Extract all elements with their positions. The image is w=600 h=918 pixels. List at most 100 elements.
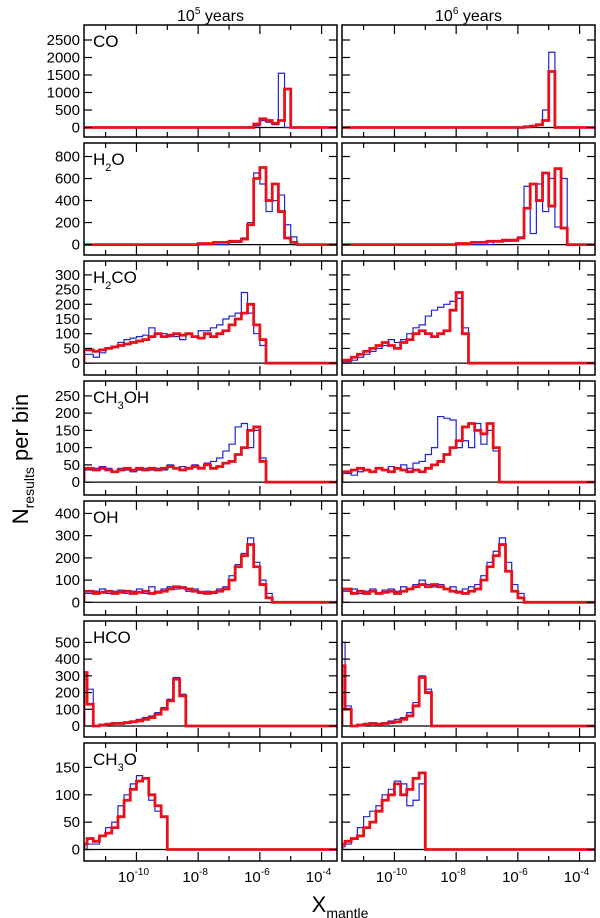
y-tick-label: 0 [72,594,80,611]
panel-h2o-right [341,142,596,256]
y-tick-label: 0 [72,718,80,735]
panel-hco-right [341,620,596,738]
panel-ch3o-left: 0 50 100 150 CH3O 10-10 10-8 10-6 10-4 [55,742,338,886]
red-histogram [84,302,337,365]
y-tick-label: 100 [55,787,80,804]
y-tick-label: 400 [55,651,80,668]
panel-frame [83,24,338,138]
species-label: H2CO [93,268,137,292]
blue-histogram [84,422,337,483]
y-tick-label: 150 [55,759,80,776]
panel-oh-right [341,500,596,616]
y-tick-label: 100 [55,701,80,718]
panel-h2o-left: 0 200 400 600 800 H2O [55,142,338,256]
x-tick-label: 10-8 [440,867,466,886]
species-label: CH3O [93,750,137,774]
y-tick-label: 200 [55,215,80,232]
x-tick-label: 10-4 [306,867,332,886]
blue-histogram [84,775,337,851]
panel-frame [83,742,338,862]
panel-oh-left: 0 100 200 300 400 OH [55,500,338,616]
red-histogram [342,543,595,604]
y-tick-label: 100 [55,326,80,343]
y-tick-label: 0 [72,120,80,137]
y-tick-label: 200 [55,550,80,567]
y-tick-label: 2500 [47,32,80,49]
blue-histogram [84,72,337,129]
blue-histogram [342,177,595,246]
blue-histogram [84,291,337,364]
x-axis-title: Xmantle [312,892,369,918]
red-histogram [342,422,595,484]
panel-frame [341,142,596,256]
y-tick-label: 200 [55,405,80,422]
red-histogram [84,166,337,246]
y-tick-label: 400 [55,193,80,210]
y-tick-label: 0 [72,842,80,859]
y-tick-label: 0 [72,237,80,254]
y-tick-label: 100 [55,440,80,457]
y-tick-label: 300 [55,267,80,284]
y-tick-label: 0 [72,355,80,372]
panel-h2co-right [341,260,596,376]
panel-ch3o-right: 10-10 10-8 10-6 10-4 [341,742,596,886]
y-tick-label: 50 [63,814,80,831]
y-tick-label: 200 [55,685,80,702]
red-histogram [84,87,337,129]
y-tick-label: 250 [55,282,80,299]
y-tick-label: 0 [72,474,80,491]
panel-frame [83,380,338,496]
x-tick-label: 10-6 [244,867,270,886]
panel-co-right [341,24,596,138]
species-label: OH [93,508,119,527]
y-tick-label: 250 [55,388,80,405]
red-histogram [342,291,595,365]
column-title-2: 106 years [435,6,502,25]
x-tick-label: 10-10 [376,867,408,886]
panel-frame [341,742,596,862]
column-title-1: 105 years [177,6,244,25]
y-tick-label: 50 [63,457,80,474]
y-tick-label: 500 [55,634,80,651]
y-tick-label: 400 [55,505,80,522]
y-tick-label: 1000 [47,85,80,102]
panel-frame [83,142,338,256]
y-tick-label: 500 [55,102,80,119]
panel-frame [83,500,338,616]
y-tick-label: 150 [55,311,80,328]
blue-histogram [342,51,595,129]
red-histogram [84,776,337,851]
y-axis-title: Nresults per bin [8,394,37,525]
red-histogram [84,543,337,604]
species-label: CH3OH [93,388,149,412]
panel-frame [83,620,338,738]
blue-histogram [342,780,595,851]
panel-frame [341,24,596,138]
panel-frame [341,500,596,616]
species-label: HCO [93,628,131,647]
panel-frame [341,380,596,496]
y-tick-label: 150 [55,422,80,439]
red-histogram [342,771,595,851]
panel-frame [83,260,338,376]
panel-frame [341,620,596,738]
blue-histogram [342,641,595,727]
red-histogram [84,425,337,484]
x-tick-label: 10-4 [564,867,590,886]
red-histogram [342,167,595,246]
panel-frame [341,260,596,376]
species-label: H2O [93,150,125,174]
y-tick-label: 300 [55,668,80,685]
y-tick-label: 200 [55,296,80,313]
y-tick-label: 600 [55,171,80,188]
x-tick-label: 10-6 [502,867,528,886]
x-tick-label: 10-8 [182,867,208,886]
species-label: CO [93,32,119,51]
y-tick-label: 1500 [47,67,80,84]
panel-ch3oh-right [341,380,596,496]
